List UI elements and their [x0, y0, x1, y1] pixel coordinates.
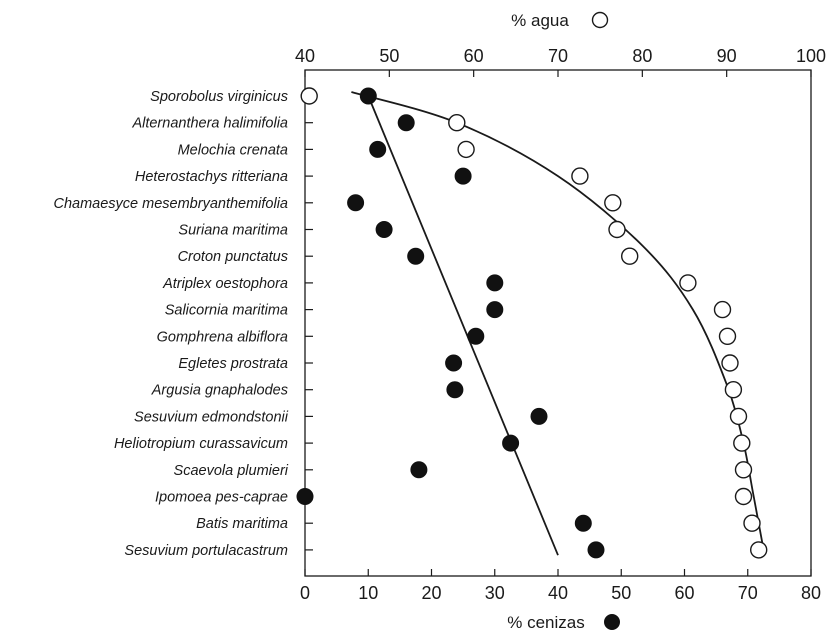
bottom-tick-label-20: 20	[421, 583, 441, 603]
species-row-ticks	[305, 95, 313, 551]
point-agua-chamaesyce-mesembryanthemifolia	[604, 194, 622, 212]
data-points	[296, 87, 768, 559]
point-cenizas-suriana-maritima	[375, 221, 393, 238]
bottom-axis-ticks: 0 10 20 30 40 50 60 70 80	[300, 569, 821, 603]
bottom-tick-label-60: 60	[674, 583, 694, 603]
top-tick-label-70: 70	[548, 46, 568, 66]
point-cenizas-alternanthera-halimifolia	[397, 114, 415, 132]
bottom-tick-label-50: 50	[611, 583, 631, 603]
point-agua-alternanthera-halimifolia	[448, 113, 466, 132]
species-label-ipomoea-pes-caprae: Ipomoea pes-caprae	[155, 490, 288, 506]
species-label-heliotropium-curassavicum: Heliotropium curassavicum	[114, 436, 288, 452]
point-cenizas-sporobolus-virginicus	[359, 87, 377, 105]
species-label-argusia-gnaphalodes: Argusia gnaphalodes	[151, 383, 288, 399]
point-agua-gomphrena-albiflora	[718, 327, 737, 345]
top-tick-label-100: 100	[796, 46, 826, 66]
top-axis-legend-marker	[591, 11, 609, 29]
point-cenizas-scaevola-plumieri	[410, 461, 428, 479]
top-tick-label-60: 60	[464, 46, 484, 66]
point-agua-sporobolus-virginicus	[300, 87, 318, 105]
top-tick-label-50: 50	[379, 46, 399, 66]
bottom-tick-label-10: 10	[358, 583, 378, 603]
species-label-scaevola-plumieri: Scaevola plumieri	[174, 463, 289, 479]
fit-line-agua	[351, 91, 766, 556]
point-agua-batis-maritima	[743, 514, 761, 532]
point-agua-heterostachys-ritteriana	[571, 167, 589, 185]
species-label-salicornia-maritima: Salicornia maritima	[165, 303, 288, 319]
top-tick-label-40: 40	[295, 46, 315, 66]
point-agua-scaevola-plumieri	[734, 461, 753, 479]
point-agua-ipomoea-pes-caprae	[734, 487, 753, 506]
fit-line-cenizas	[367, 95, 559, 556]
species-label-alternanthera-halimifolia: Alternanthera halimifolia	[131, 116, 288, 132]
point-agua-heliotropium-curassavicum	[733, 434, 751, 452]
bottom-axis-title: % cenizas	[507, 613, 584, 632]
species-labels: Sporobolus virginicus Alternanthera halim…	[53, 89, 288, 559]
species-label-heterostachys-ritteriana: Heterostachys ritteriana	[135, 169, 288, 185]
top-tick-label-90: 90	[717, 46, 737, 66]
point-agua-melochia-crenata	[457, 140, 475, 159]
point-agua-argusia-gnaphalodes	[724, 381, 743, 399]
point-cenizas-salicornia-maritima	[486, 301, 504, 319]
fit-lines	[351, 91, 766, 556]
species-label-batis-maritima: Batis maritima	[196, 516, 288, 532]
axis-titles: % agua % cenizas	[507, 11, 620, 632]
species-label-sesuvium-portulacastrum: Sesuvium portulacastrum	[124, 543, 288, 559]
top-axis-title: % agua	[511, 11, 569, 30]
species-label-chamaesyce-mesembryanthemifolia: Chamaesyce mesembryanthemifolia	[53, 196, 288, 212]
point-cenizas-egletes-prostrata	[445, 354, 463, 372]
point-cenizas-melochia-crenata	[369, 140, 387, 158]
point-agua-salicornia-maritima	[713, 300, 732, 319]
point-agua-atriplex-oestophora	[679, 274, 697, 292]
species-label-atriplex-oestophora: Atriplex oestophora	[162, 276, 288, 292]
species-label-suriana-maritima: Suriana maritima	[178, 223, 288, 239]
point-cenizas-heliotropium-curassavicum	[502, 434, 520, 452]
point-agua-egletes-prostrata	[721, 354, 739, 372]
species-label-sporobolus-virginicus: Sporobolus virginicus	[150, 89, 288, 105]
top-axis-ticks: 40 50 60 70 80 90 100	[295, 46, 826, 77]
species-label-melochia-crenata: Melochia crenata	[178, 142, 288, 158]
point-agua-sesuvium-portulacastrum	[750, 541, 768, 559]
point-cenizas-gomphrena-albiflora	[467, 327, 485, 345]
bottom-axis-legend-marker	[604, 614, 620, 630]
point-cenizas-batis-maritima	[574, 514, 592, 532]
point-cenizas-argusia-gnaphalodes	[446, 381, 464, 399]
point-cenizas-sesuvium-portulacastrum	[587, 541, 605, 559]
species-label-egletes-prostrata: Egletes prostrata	[178, 356, 288, 372]
point-cenizas-chamaesyce-mesembryanthemifolia	[347, 194, 365, 212]
species-label-sesuvium-edmondstonii: Sesuvium edmondstonii	[134, 409, 289, 425]
point-agua-croton-punctatus	[621, 247, 639, 265]
point-agua-sesuvium-edmondstonii	[729, 407, 748, 426]
top-tick-label-80: 80	[632, 46, 652, 66]
point-cenizas-croton-punctatus	[407, 247, 425, 265]
bottom-tick-label-40: 40	[548, 583, 568, 603]
bottom-tick-label-80: 80	[801, 583, 821, 603]
point-agua-suriana-maritima	[608, 220, 626, 239]
bottom-tick-label-0: 0	[300, 583, 310, 603]
point-cenizas-heterostachys-ritteriana	[454, 167, 472, 185]
bottom-tick-label-30: 30	[485, 583, 505, 603]
point-cenizas-ipomoea-pes-caprae	[296, 488, 314, 505]
species-label-gomphrena-albiflora: Gomphrena albiflora	[157, 329, 288, 345]
point-cenizas-sesuvium-edmondstonii	[530, 407, 548, 425]
bottom-tick-label-70: 70	[738, 583, 758, 603]
species-label-croton-punctatus: Croton punctatus	[178, 249, 288, 265]
point-cenizas-atriplex-oestophora	[486, 274, 504, 292]
